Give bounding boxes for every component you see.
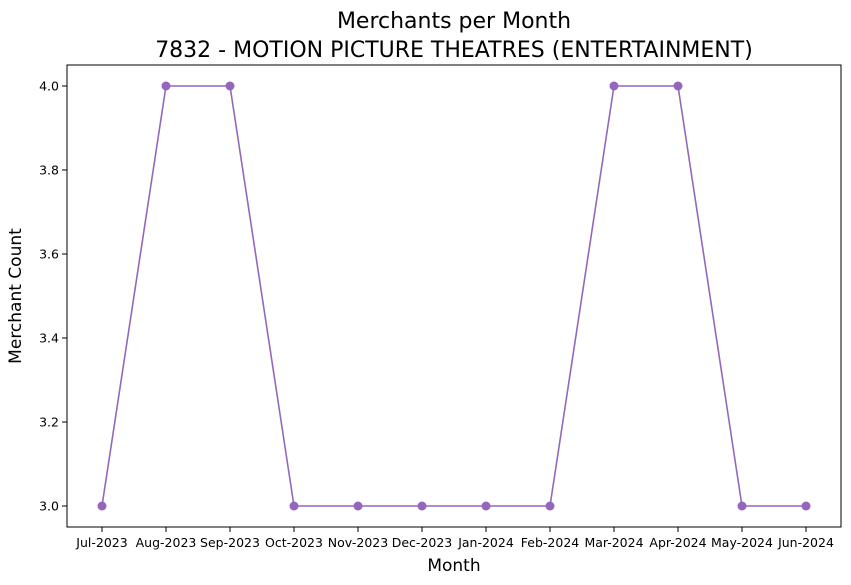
data-point (609, 81, 619, 91)
y-tick-label: 3.4 (39, 331, 59, 346)
y-tick-label: 3.6 (39, 247, 59, 262)
data-point (161, 81, 171, 91)
plot-area (66, 64, 842, 528)
data-point (481, 501, 491, 511)
chart-subtitle: 7832 - MOTION PICTURE THEATRES (ENTERTAI… (155, 38, 753, 63)
data-point (801, 501, 811, 511)
data-point (97, 501, 107, 511)
y-axis-label: Merchant Count (6, 228, 26, 364)
series-line-group (101, 85, 806, 507)
x-tick-label: Dec-2023 (392, 535, 453, 550)
x-tick-label: Jan-2024 (457, 535, 514, 550)
data-point (545, 501, 555, 511)
y-tick-label: 3.8 (39, 163, 59, 178)
data-point (353, 501, 363, 511)
x-axis: Jul-2023 Aug-2023 Sep-2023 Oct-2023 Nov-2023… (75, 527, 834, 550)
y-tick-label: 4.0 (39, 79, 59, 94)
x-tick-label: Feb-2024 (521, 535, 580, 550)
x-tick-label: Aug-2023 (136, 535, 197, 550)
data-point (289, 501, 299, 511)
series-line (101, 85, 806, 507)
x-tick-label: May-2024 (711, 535, 773, 550)
x-tick-label: Oct-2023 (265, 535, 323, 550)
data-point (225, 81, 235, 91)
data-point (417, 501, 427, 511)
series-points-group (97, 81, 811, 511)
chart-title: Merchants per Month (337, 9, 571, 34)
x-tick-label: Apr-2024 (649, 535, 706, 550)
y-tick-label: 3.0 (39, 499, 59, 514)
data-point (737, 501, 747, 511)
x-tick-label: Jun-2024 (777, 535, 834, 550)
x-tick-label: Sep-2023 (200, 535, 260, 550)
x-tick-label: Nov-2023 (328, 535, 388, 550)
x-axis-label: Month (427, 556, 480, 576)
y-axis: 3.0 3.2 3.4 3.6 3.8 4.0 (39, 79, 67, 514)
x-tick-label: Mar-2024 (584, 535, 643, 550)
y-tick-label: 3.2 (39, 415, 59, 430)
x-tick-label: Jul-2023 (75, 535, 127, 550)
data-point (673, 81, 683, 91)
